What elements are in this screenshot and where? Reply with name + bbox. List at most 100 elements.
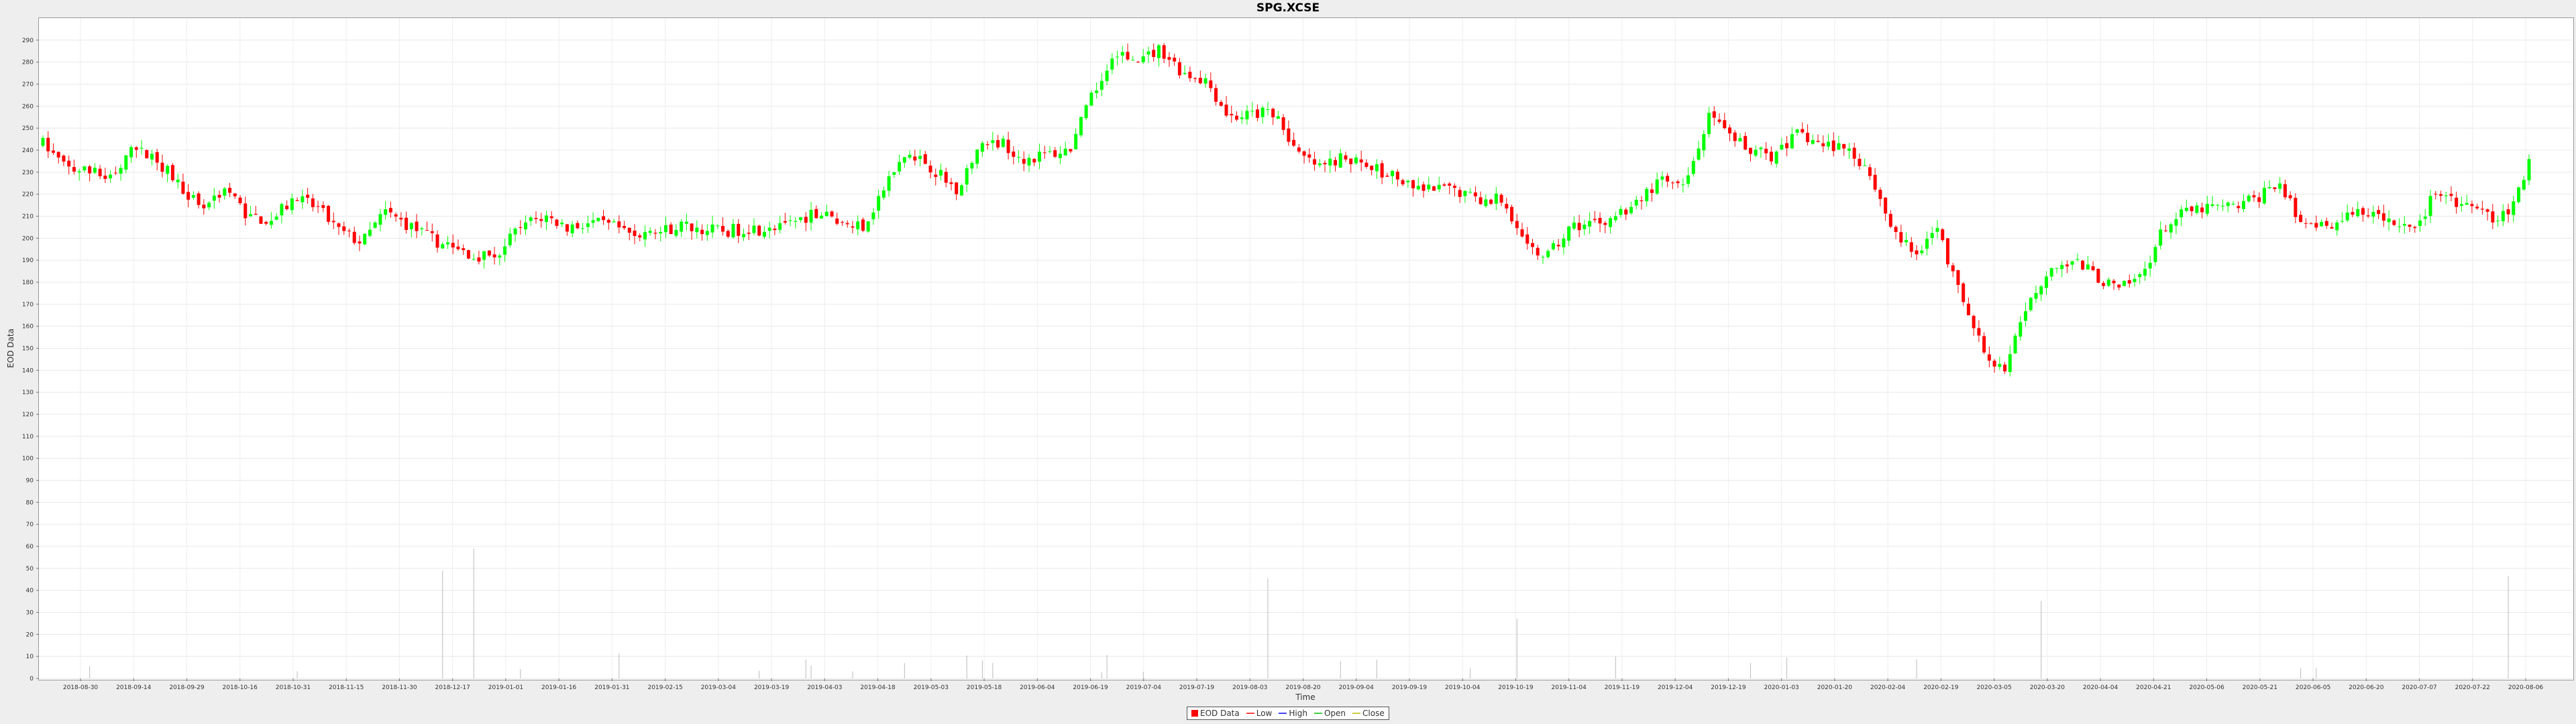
candle-body [1126,52,1130,60]
candle-body [617,221,621,228]
candle-body [1759,147,1763,149]
candle-body [2091,266,2095,271]
candle-body [2351,212,2355,215]
candle-body [2506,209,2510,215]
candle-body [2210,204,2214,206]
legend-label: Close [1362,709,1385,718]
candle-body [757,225,761,236]
candle-body [384,209,388,215]
candle-body [1110,58,1114,70]
candle-body [824,211,828,217]
candle-body [98,168,102,176]
candle-body [1271,109,1275,117]
x-tick-label: 2020-05-21 [2243,684,2277,691]
candle-body [2455,197,2459,207]
candle-body [1152,50,1156,58]
candle-body [1292,139,1296,146]
legend-item: Low [1246,709,1272,718]
candle-body [2102,283,2106,286]
candle-body [2324,221,2328,226]
x-tick-label: 2019-12-04 [1658,684,1693,691]
candle-body [487,250,491,256]
candle-body [2470,204,2474,206]
candle-body [519,227,523,228]
candle-body [918,156,922,160]
candle-body [1203,78,1208,84]
candle-body [2237,206,2241,208]
candle-body [435,234,439,248]
candle-body [1089,93,1093,106]
candle-body [1681,184,1685,186]
candle-body [633,231,637,236]
y-tick-label: 270 [22,82,34,88]
candle-body [752,225,756,233]
candle-body [955,182,959,194]
candle-body [560,223,564,225]
candle-body [1842,143,1846,149]
x-tick-label: 2019-06-19 [1073,684,1108,691]
candle-body [2159,229,2163,246]
candle-body [2049,267,2053,277]
candle-body [871,212,875,220]
candle-body [1852,147,1856,159]
candle-body [923,154,927,164]
candle-body [1437,184,1441,190]
candle-body [1505,204,1509,208]
candle-body [1868,167,1872,176]
x-tick-label: 2019-03-19 [754,684,790,691]
candle-body [2039,286,2043,295]
x-tick-label: 2019-07-19 [1179,684,1215,691]
candle-body [1945,238,1949,265]
candle-body [1556,245,1560,247]
candle-body [1629,206,1633,214]
candle-body [1234,115,1238,120]
legend-label: High [1289,709,1307,718]
candle-body [2361,208,2365,215]
candle-body [492,254,496,257]
candle-body [835,218,839,224]
candle-body [2418,220,2422,227]
candle-body [1609,218,1613,227]
candle-body [2216,204,2220,206]
y-tick-label: 110 [22,434,34,440]
candle-body [1001,138,1005,147]
candle-body [1370,166,1374,170]
candle-body [2288,195,2292,198]
candle-body [1858,158,1862,166]
candle-body [2003,364,2007,371]
legend-swatch [1279,713,1287,714]
candle-body [705,231,709,235]
candle-body [1520,229,1524,237]
y-tick-label: 190 [22,257,34,264]
candle-body [228,188,232,193]
x-tick-label: 2020-07-22 [2455,684,2490,691]
candle-body [1624,209,1628,215]
candle-body [721,225,725,232]
candle-body [602,216,606,221]
candle-body [254,213,258,215]
candle-body [466,250,470,259]
candle-body [1811,140,1815,144]
candle-body [648,231,652,233]
candle-body [2195,205,2199,213]
candle-body [373,223,377,228]
candle-body [2428,196,2432,217]
candle-body [212,195,216,201]
candle-body [928,166,932,173]
candle-body [2019,322,2023,337]
y-tick-label: 10 [26,654,34,660]
x-tick-label: 2019-02-15 [647,684,682,691]
x-tick-label: 2019-11-19 [1605,684,1640,691]
legend-swatch [1352,713,1361,714]
candle-body [2413,227,2417,229]
candle-body [191,194,195,198]
candle-body [1915,250,1919,255]
candle-body [1972,316,1976,328]
candle-body [1603,223,1607,225]
candle-body [539,219,543,221]
candle-body [1598,218,1602,224]
y-tick-label: 160 [22,324,34,330]
candle-body [1640,200,1644,202]
